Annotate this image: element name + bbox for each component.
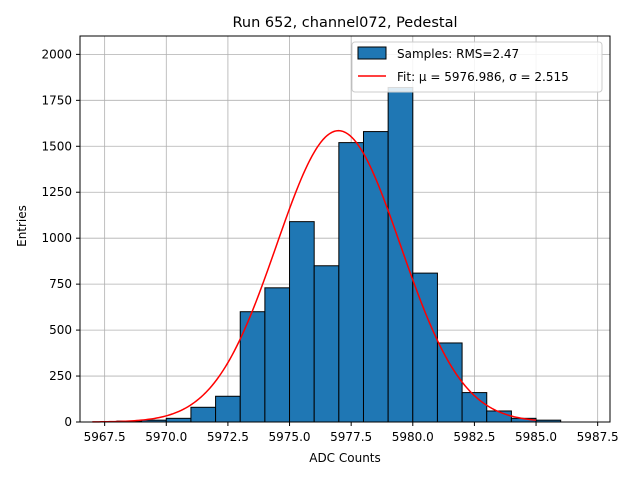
- x-tick-label: 5975.0: [269, 430, 311, 444]
- chart-title: Run 652, channel072, Pedestal: [232, 15, 457, 31]
- histogram-bar: [461, 392, 488, 423]
- histogram-bar: [264, 287, 291, 423]
- y-tick-label: 2000: [41, 47, 72, 61]
- histogram-bar: [486, 410, 512, 423]
- y-tick-label: 250: [49, 369, 72, 383]
- y-axis-ticks: 0 250 500 750 1000 1250 1500 1750 2000: [41, 47, 80, 429]
- y-tick-label: 500: [49, 323, 72, 337]
- histogram-bar: [215, 395, 241, 423]
- x-tick-label: 5985.0: [515, 430, 557, 444]
- x-tick-label: 5970.0: [145, 430, 187, 444]
- y-axis-label: Entries: [15, 205, 29, 247]
- y-tick-label: 1000: [41, 231, 72, 245]
- y-tick-label: 1250: [41, 185, 72, 199]
- legend-fit-label: Fit: μ = 5976.986, σ = 2.515: [397, 70, 569, 84]
- histogram-bar: [387, 86, 414, 423]
- fit-curve: [92, 129, 537, 423]
- x-tick-label: 5982.5: [453, 430, 495, 444]
- histogram-bar: [313, 265, 340, 423]
- plot-frame: [79, 35, 611, 423]
- histogram-bar: [338, 142, 364, 423]
- histogram-bar: [239, 311, 266, 423]
- histogram-bar: [165, 417, 192, 423]
- x-tick-label: 5980.0: [392, 430, 434, 444]
- histogram-bar: [190, 406, 217, 423]
- histogram-bar: [362, 131, 389, 423]
- legend: Samples: RMS=2.47 Fit: μ = 5976.986, σ =…: [351, 41, 603, 93]
- legend-samples-label: Samples: RMS=2.47: [397, 47, 519, 61]
- y-tick-label: 0: [64, 415, 72, 429]
- histogram-bar: [412, 272, 438, 423]
- y-tick-label: 1750: [41, 93, 72, 107]
- histogram-bars: [116, 86, 562, 423]
- x-axis-ticks: 5967.5 5970.0 5972.5 5975.0 5977.5 5980.0 5982…: [84, 422, 619, 444]
- legend-samples-swatch: [357, 46, 387, 60]
- legend-box: [351, 41, 603, 93]
- histogram-bar: [436, 342, 463, 423]
- y-tick-label: 750: [49, 277, 72, 291]
- x-tick-label: 5967.5: [84, 430, 126, 444]
- x-tick-label: 5987.5: [577, 430, 619, 444]
- x-tick-label: 5977.5: [330, 430, 372, 444]
- y-tick-label: 1500: [41, 139, 72, 153]
- histogram-bar: [289, 221, 315, 423]
- x-tick-label: 5972.5: [207, 430, 249, 444]
- x-axis-label: ADC Counts: [309, 451, 381, 465]
